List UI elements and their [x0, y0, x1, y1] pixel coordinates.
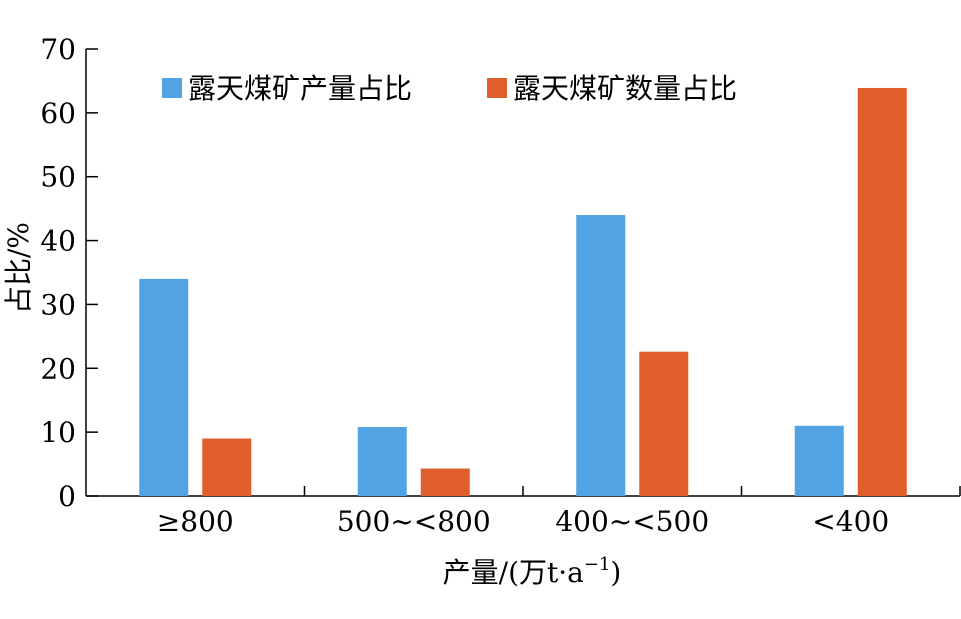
x-category-label: 500~<800: [337, 505, 491, 538]
y-tick-label: 0: [58, 480, 76, 513]
bars: [139, 87, 907, 497]
y-axis-title: 占比/%: [2, 222, 35, 314]
x-axis-title-main: 产量/(万t·a: [443, 556, 584, 589]
y-tick-label: 50: [40, 161, 76, 194]
y-tick-label: 20: [40, 352, 76, 385]
bar-series-1: [357, 427, 407, 496]
bar-series-2: [420, 468, 470, 496]
y-tick-label: 30: [40, 288, 76, 321]
x-axis-title-sup: −1: [584, 554, 611, 575]
legend-swatch: [162, 78, 182, 98]
bar-series-2: [857, 87, 907, 497]
bar-series-1: [794, 425, 844, 496]
x-category-label: <400: [812, 505, 889, 538]
bar-series-2: [639, 351, 689, 496]
x-category-label: ≥800: [157, 505, 234, 538]
x-category-label: 400~<500: [555, 505, 709, 538]
x-axis-title: 产量/(万t·a−1): [443, 554, 622, 589]
y-tick-label: 60: [40, 97, 76, 130]
y-tick-label: 10: [40, 416, 76, 449]
y-tick-label: 70: [40, 33, 76, 66]
legend: 露天煤矿产量占比 露天煤矿数量占比: [162, 72, 737, 105]
x-axis-title-end: ): [610, 556, 621, 589]
bar-series-1: [139, 278, 189, 496]
bar-series-1: [576, 215, 626, 496]
legend-swatch: [487, 78, 507, 98]
bar-series-2: [202, 438, 252, 496]
y-tick-label: 40: [40, 225, 76, 258]
legend-label: 露天煤矿产量占比: [188, 72, 412, 105]
y-axis: 0 10 20 30 40 50 60 70: [40, 33, 98, 513]
legend-label: 露天煤矿数量占比: [513, 72, 737, 105]
